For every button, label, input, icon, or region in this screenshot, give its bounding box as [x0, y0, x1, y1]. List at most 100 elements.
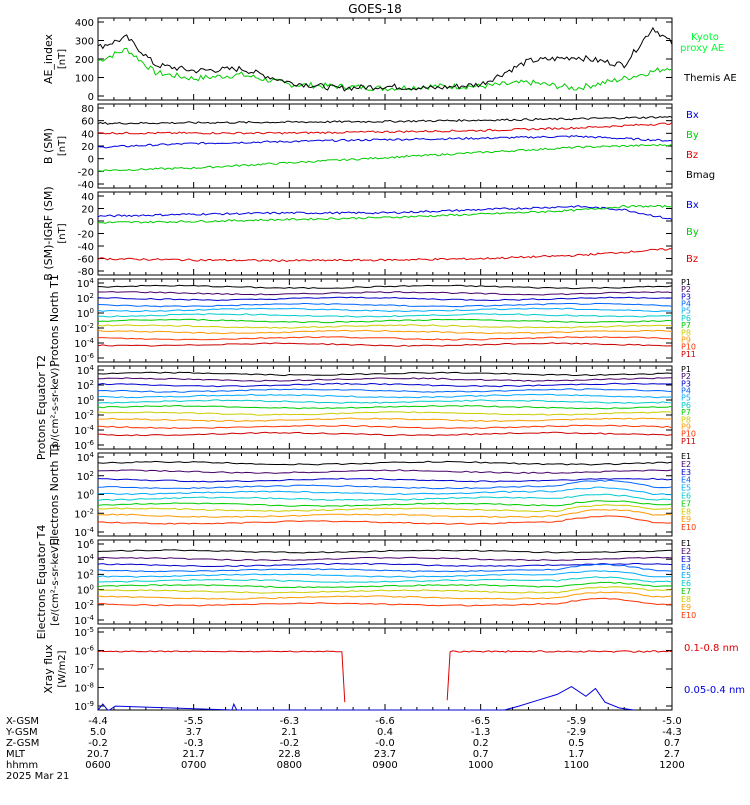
- legend-entry: P2: [681, 372, 691, 381]
- series-line-bmag: [97, 115, 673, 125]
- series-line-p6: [97, 399, 673, 404]
- x-row-value: 1000: [468, 760, 493, 771]
- x-row-value: 0800: [277, 760, 302, 771]
- legend-entry: E2: [681, 460, 691, 469]
- legend-entry: E5: [681, 571, 691, 580]
- y-tick-label: 104: [77, 277, 95, 290]
- y-tick-label: 100: [77, 307, 94, 320]
- legend-entry: E9: [681, 515, 691, 524]
- legend-entry: P6: [681, 401, 691, 410]
- series-line-p9: [97, 329, 673, 335]
- series-line-e2: [97, 556, 673, 562]
- y-tick-label: 102: [77, 379, 94, 392]
- x-row-value: 1100: [564, 760, 589, 771]
- legend-entry: P3: [681, 379, 691, 388]
- x-row-value: 0.7: [664, 738, 680, 749]
- x-row-label: hhmm: [6, 760, 38, 771]
- y-tick-label: 102: [77, 568, 94, 581]
- series-line-p4: [97, 388, 673, 393]
- legend-entry: P8: [681, 328, 691, 337]
- legend-entry: P5: [681, 307, 691, 316]
- y-axis-label-units: [nT]: [57, 136, 68, 156]
- series-line-p10: [97, 424, 673, 430]
- series-line-xray-short: [97, 686, 634, 711]
- x-row-value: 2.7: [664, 749, 680, 760]
- x-row-value: -5.9: [567, 716, 587, 727]
- y-tick-label: 200: [75, 55, 94, 66]
- legend-entry: P5: [681, 394, 691, 403]
- series-line-bz: [97, 248, 673, 263]
- y-tick-label: 20: [81, 142, 94, 153]
- series-line-by: [97, 143, 673, 172]
- legend-b-bx: Bx: [686, 110, 699, 121]
- y-tick-label: 400: [75, 18, 94, 29]
- series-line-kyoto-proxy-ae: [97, 47, 673, 92]
- legend-entry: P4: [681, 300, 691, 309]
- legend-entry: E5: [681, 484, 691, 493]
- y-axis-label-units: [nT]: [57, 223, 68, 243]
- y-tick-label: 10-2: [74, 599, 94, 612]
- legend-entry: E10: [681, 523, 696, 532]
- y-tick-label: 10-2: [74, 507, 94, 520]
- legend-entry: E1: [681, 452, 691, 461]
- x-row-value: 1200: [659, 760, 684, 771]
- y-tick-label: 104: [77, 553, 95, 566]
- legend-entry: E9: [681, 603, 691, 612]
- y-tick-label: 10-5: [74, 626, 94, 639]
- legend-entry: P11: [681, 437, 696, 446]
- series-line-p10: [98, 336, 673, 341]
- legend-b-by: By: [686, 130, 699, 141]
- x-row-value: -1.3: [471, 727, 491, 738]
- x-row-value: 3.7: [186, 727, 202, 738]
- x-row-value: 0.4: [377, 727, 393, 738]
- series-line-bx: [97, 135, 673, 149]
- x-row-label: Y-GSM: [5, 727, 38, 738]
- y-tick-label: 106: [77, 538, 95, 551]
- legend-entry: E8: [681, 595, 691, 604]
- legend-entry: P7: [681, 321, 691, 330]
- y-axis-label: B (SM)-IGRF (SM): [42, 186, 55, 280]
- series-line-p7: [97, 404, 673, 410]
- legend-entry: P9: [681, 335, 691, 344]
- legend-entry: P4: [681, 387, 691, 396]
- y-tick-label: -80: [78, 267, 94, 278]
- legend-entry: E4: [681, 563, 691, 572]
- series-line-e10: [97, 597, 673, 607]
- legend-entry: P11: [681, 350, 696, 359]
- x-row-value: -5.5: [184, 716, 204, 727]
- x-row-value: -6.5: [471, 716, 491, 727]
- y-tick-label: 100: [77, 489, 94, 502]
- x-row-value: -4.4: [88, 716, 108, 727]
- x-row-value: 0.2: [473, 738, 489, 749]
- x-row-value: -0.3: [184, 738, 204, 749]
- y-axis-label: B (SM): [42, 128, 55, 164]
- series-line-e9: [97, 591, 673, 600]
- panel-frame: [97, 191, 673, 276]
- y-axis-label-units: [e/(cm²-s-sr-keV)]: [50, 538, 61, 626]
- legend-entry: P7: [681, 408, 691, 417]
- y-tick-label: 0: [88, 155, 94, 166]
- x-row-value: -0.2: [88, 738, 108, 749]
- y-axis-label-units: [p/(cm²-s-sr-keV)]: [50, 364, 61, 452]
- y-tick-label: 40: [81, 192, 94, 203]
- x-row-value: -6.3: [280, 716, 300, 727]
- y-tick-label: 60: [81, 117, 94, 128]
- series-line-p3: [97, 296, 673, 302]
- series-line-e4: [97, 479, 673, 490]
- series-line-by: [97, 204, 673, 224]
- legend-entry: E7: [681, 499, 691, 508]
- series-line-xray-long: [446, 650, 673, 701]
- x-row-value: -5.0: [662, 716, 682, 727]
- legend-entry: P1: [681, 278, 691, 287]
- legend-entry: P3: [681, 292, 691, 301]
- x-row-value: 1.7: [568, 749, 584, 760]
- y-tick-label: 10-2: [74, 409, 94, 422]
- legend-bigrf-bx: Bx: [686, 200, 699, 211]
- x-row-value: -0.2: [280, 738, 300, 749]
- y-tick-label: 10-7: [74, 663, 94, 676]
- y-tick-label: 10-9: [74, 700, 94, 713]
- series-line-e1: [97, 460, 673, 466]
- x-row-value: 0.7: [473, 749, 489, 760]
- series-line-e9: [97, 509, 673, 518]
